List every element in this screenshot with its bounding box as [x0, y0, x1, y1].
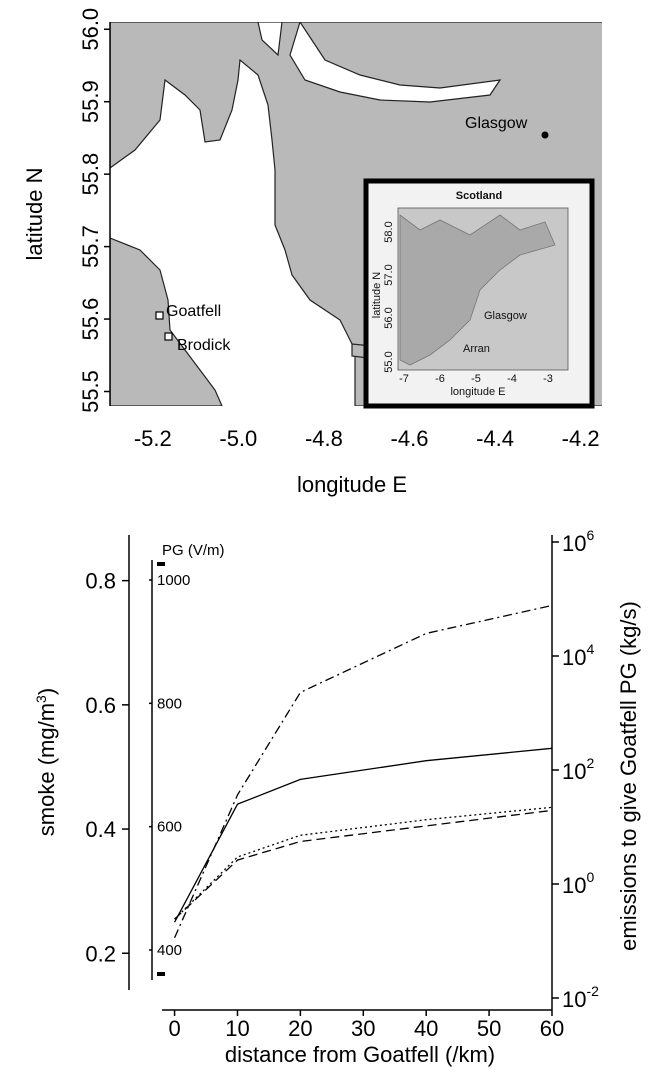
inset-ytick: 56.0 [383, 307, 395, 328]
inset-land [399, 214, 556, 366]
left-y-ticks: 0.2 0.4 0.6 0.8 [85, 569, 129, 966]
series-line-dashdot [174, 604, 553, 938]
series-line-solid [174, 747, 553, 923]
x-ticks: 0 10 20 30 40 50 60 [168, 1010, 564, 1041]
brodick-label: Brodick [177, 337, 231, 354]
pg-tick-label: 600 [157, 819, 182, 836]
inset-title: Scotland [456, 190, 502, 202]
goatfell-marker [155, 311, 164, 320]
right-y-tick-base: 10 [562, 873, 586, 898]
left-y-tick-label: 0.4 [85, 817, 116, 842]
inset-ylabel: latitude N [371, 272, 383, 319]
x-tick-label: 0 [168, 1016, 180, 1041]
right-y-tick-base: 10 [562, 645, 586, 670]
right-y-tick-label: 10-2 [562, 983, 599, 1012]
right-y-tick-exp: 0 [586, 869, 594, 885]
map-x-axis-label: longitude E [297, 472, 407, 497]
map-y-tick-label: 55.8 [78, 153, 103, 196]
pg-tick-label: 400 [157, 942, 182, 959]
inset-ytick: 55.0 [383, 351, 395, 372]
map-y-tick-label: 55.5 [78, 370, 103, 413]
map-x-tick-label: -5.2 [134, 426, 172, 451]
map-x-ticks: -5.2 -5.0 -4.8 -4.6 -4.4 -4.2 [134, 426, 600, 451]
right-y-tick-label: 102 [562, 755, 594, 784]
inset-ytick: 58.0 [383, 221, 395, 242]
series-line-dotted [174, 806, 553, 920]
inset-xticks: -7 -6 -5 -4 -3 [399, 373, 553, 385]
inset-xtick: -3 [543, 373, 553, 385]
inset-label-glasgow: Glasgow [484, 310, 527, 322]
x-tick-label: 60 [540, 1016, 564, 1041]
x-tick-label: 30 [351, 1016, 375, 1041]
inset-xtick: -6 [435, 373, 445, 385]
brodick-marker [164, 332, 173, 341]
right-y-tick-base: 10 [562, 987, 586, 1012]
right-y-tick-exp: 6 [586, 527, 594, 543]
x-axis-label: distance from Goatfell (/km) [225, 1042, 495, 1067]
inset-yticks: 55.0 56.0 57.0 58.0 [383, 221, 395, 372]
right-y-tick-label: 106 [562, 527, 594, 556]
series-lines [174, 604, 553, 938]
map-y-ticks: 55.5 55.6 55.7 55.8 55.9 56.0 [78, 8, 110, 413]
right-y-tick-exp: 4 [586, 641, 594, 657]
pg-label: PG (V/m) [162, 542, 225, 559]
left-y-axis-label: smoke (mg/m3) [33, 688, 59, 836]
right-y-tick-base: 10 [562, 759, 586, 784]
glasgow-label: Glasgow [465, 115, 528, 132]
x-tick-label: 40 [414, 1016, 438, 1041]
left-y-label-end: ) [34, 688, 59, 695]
inset-xlabel: longitude E [450, 386, 505, 398]
pg-tick-label: 1000 [157, 572, 190, 589]
map-y-tick-label: 55.7 [78, 225, 103, 268]
goatfell-label: Goatfell [166, 303, 221, 320]
left-y-tick-label: 0.2 [85, 941, 116, 966]
map-x-tick-label: -4.6 [391, 426, 429, 451]
map-x-tick-label: -4.2 [562, 426, 600, 451]
inset-label-arran: Arran [463, 343, 490, 355]
map-panel: Goatfell Brodick Glasgow Scotland Glasgo… [22, 8, 602, 497]
right-y-tick-exp: 2 [586, 755, 594, 771]
left-y-label-sup: 3 [33, 695, 49, 703]
pg-tick-label: 800 [157, 695, 182, 712]
map-y-tick-label: 55.9 [78, 80, 103, 123]
map-x-tick-label: -5.0 [219, 426, 257, 451]
right-y-tick-label: 100 [562, 869, 594, 898]
map-x-tick-label: -4.4 [476, 426, 514, 451]
x-tick-label: 20 [288, 1016, 312, 1041]
right-y-tick-exp: -2 [586, 983, 599, 999]
map-y-tick-label: 56.0 [78, 8, 103, 51]
pg-bottom-marker [157, 972, 165, 976]
x-tick-label: 10 [225, 1016, 249, 1041]
series-line-dashed [174, 809, 553, 920]
right-y-axis-label: emissions to give Goatfell PG (kg/s) [616, 601, 641, 951]
inset-xtick: -7 [399, 373, 409, 385]
map-x-tick-label: -4.8 [305, 426, 343, 451]
map-y-axis-label: latitude N [22, 168, 47, 261]
inset-xtick: -5 [471, 373, 481, 385]
inset-map: Scotland Glasgow Arran -7 -6 -5 -4 -3 lo… [363, 178, 595, 409]
right-y-tick-base: 10 [562, 531, 586, 556]
pg-top-marker [157, 562, 165, 566]
left-y-label-text: smoke (mg/m [34, 703, 59, 836]
right-y-tick-label: 104 [562, 641, 594, 670]
glasgow-marker [541, 131, 549, 139]
inset-xtick: -4 [507, 373, 517, 385]
pg-ticks: 400 600 800 1000 [149, 572, 190, 959]
map-y-tick-label: 55.6 [78, 298, 103, 341]
x-tick-label: 50 [477, 1016, 501, 1041]
left-y-tick-label: 0.8 [85, 569, 116, 594]
inset-ytick: 57.0 [383, 264, 395, 285]
left-y-tick-label: 0.6 [85, 693, 116, 718]
